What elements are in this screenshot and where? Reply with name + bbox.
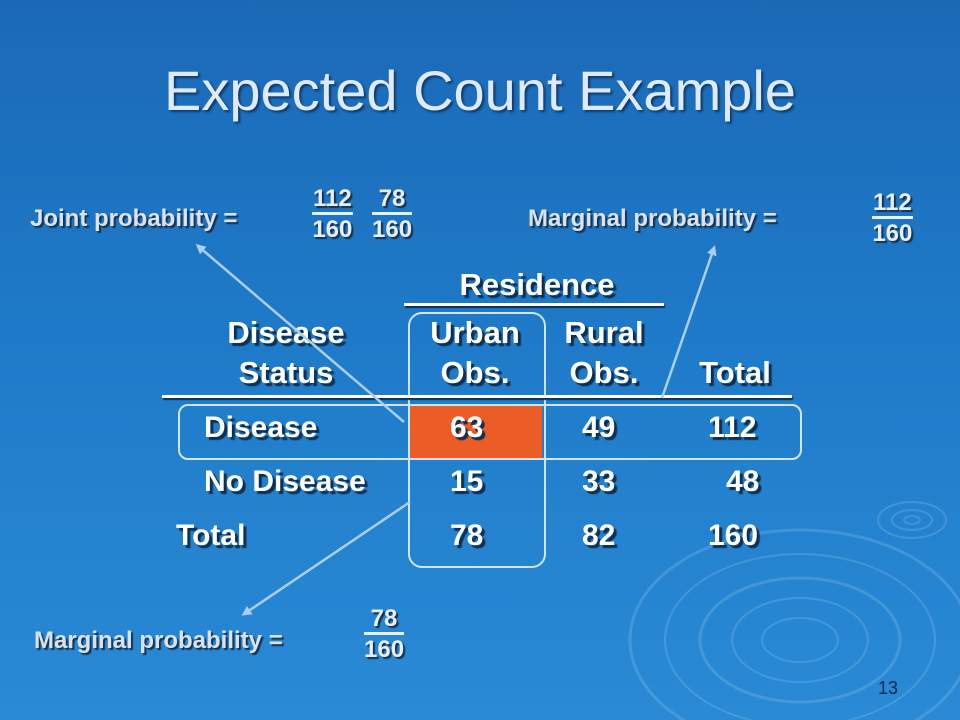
urban-header-line1: Urban (430, 315, 520, 350)
joint-fraction-1: 112 160 (312, 186, 353, 245)
marginal-bottom-fraction: 78 160 (364, 606, 405, 665)
header-underline (162, 395, 792, 398)
total-header: Total (699, 355, 771, 390)
marginal-top-arrow (660, 245, 717, 399)
row-no-disease-rural: 33 (582, 465, 616, 498)
row-disease-urban: 63 (450, 411, 484, 444)
rural-header-line1: Rural (564, 315, 644, 350)
marginal-bottom-numerator: 78 (364, 606, 405, 635)
joint-fraction-1-denominator: 160 (312, 216, 353, 243)
row-no-disease-total: 48 (726, 465, 760, 498)
joint-fraction-2-numerator: 78 (372, 186, 413, 215)
highlight-cell (408, 404, 542, 458)
row-no-disease-label: No Disease (204, 465, 366, 498)
marginal-bottom-arrow (241, 500, 411, 616)
joint-fraction-2-denominator: 160 (372, 216, 413, 243)
row-total-urban: 78 (450, 519, 484, 552)
row-total-rural: 82 (582, 519, 616, 552)
rural-header-line2: Obs. (569, 355, 639, 390)
row-no-disease-urban: 15 (450, 465, 484, 498)
row-disease-label: Disease (204, 411, 318, 444)
marginal-probability-top-label: Marginal probability = (528, 205, 777, 232)
row-disease-total: 112 (708, 411, 757, 444)
joint-fraction-2: 78 160 (372, 186, 413, 245)
residence-underline (404, 303, 664, 306)
page-number: 13 (878, 678, 899, 698)
marginal-top-denominator: 160 (872, 220, 913, 247)
marginal-top-fraction: 112 160 (872, 190, 913, 249)
row-disease-rural: 49 (582, 411, 616, 444)
disease-status-header-line2: Status (238, 355, 334, 390)
residence-header: Residence (459, 267, 615, 302)
urban-header-line2: Obs. (440, 355, 510, 390)
disease-row-outline (178, 404, 802, 460)
urban-column-outline (408, 312, 546, 568)
marginal-bottom-denominator: 160 (364, 636, 405, 663)
joint-probability-label: Joint probability = (30, 205, 238, 232)
joint-arrow (195, 244, 405, 423)
marginal-top-numerator: 112 (872, 190, 913, 219)
marginal-probability-bottom-label: Marginal probability = (34, 627, 283, 654)
joint-fraction-1-numerator: 112 (312, 186, 353, 215)
row-total-total: 160 (708, 519, 759, 552)
page-title: Expected Count Example (164, 59, 796, 122)
row-total-label: Total (176, 519, 246, 552)
